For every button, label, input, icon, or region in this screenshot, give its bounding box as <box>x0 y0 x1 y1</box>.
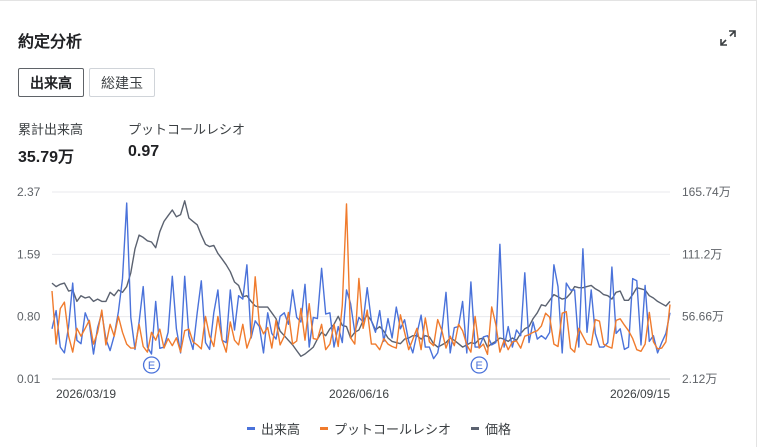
right-axis-tick: 165.74万 <box>682 185 731 199</box>
legend-label-volume: 出来高 <box>260 422 300 437</box>
right-axis-tick: 111.2万 <box>682 247 722 261</box>
cumulative-volume-label: 累計出来高 <box>18 122 84 137</box>
card-title: 約定分析 <box>18 34 83 51</box>
legend-label-price: 価格 <box>485 422 512 437</box>
earnings-marker-icon <box>470 356 488 374</box>
legend-item-put-call-ratio[interactable]: プットコールレシオ <box>319 419 451 438</box>
earnings-marker-label: E <box>148 360 155 372</box>
legend-swatch-price <box>471 427 479 430</box>
series-line-put-call-ratio <box>51 203 671 356</box>
legend-swatch-put-call-ratio <box>319 427 328 430</box>
series-line-volume <box>51 202 671 360</box>
x-axis-tick: 2026/03/19 <box>56 387 116 401</box>
left-axis-tick: 0.80 <box>17 310 41 324</box>
earnings-marker-icon <box>142 356 161 374</box>
right-axis-tick: 2.12万 <box>682 372 717 386</box>
expand-icon[interactable] <box>718 28 738 48</box>
tab-open-interest[interactable]: 総建玉 <box>89 68 155 97</box>
legend-label-put-call-ratio: プットコールレシオ <box>333 422 451 437</box>
chart: 2.37 165.74万 1.59 111.2万 0.80 56.66万 0.01 2.12万… <box>17 185 731 401</box>
right-axis-tick: 56.66万 <box>682 310 724 324</box>
put-call-ratio-value: 0.97 <box>128 143 160 160</box>
left-axis-tick: 1.59 <box>17 247 41 261</box>
earnings-marker-label: E <box>476 360 483 372</box>
legend-item-volume[interactable]: 出来高 <box>246 419 300 438</box>
legend-item-price[interactable]: 価格 <box>471 419 511 438</box>
x-axis-tick: 2026/09/15 <box>610 387 670 401</box>
left-axis-tick: 2.37 <box>17 185 41 199</box>
cumulative-volume-value: 35.79万 <box>18 149 75 166</box>
put-call-ratio-label: プットコールレシオ <box>128 122 246 137</box>
tab-volume[interactable]: 出来高 <box>18 68 84 97</box>
chart-legend: 出来高 プットコールレシオ 価格 <box>0 419 758 438</box>
tab-bar: 出来高 総建玉 <box>18 68 155 97</box>
series-line-price <box>51 200 671 358</box>
legend-swatch-volume <box>246 427 255 430</box>
x-axis-tick: 2026/06/16 <box>329 387 389 401</box>
left-axis-tick: 0.01 <box>17 372 41 386</box>
